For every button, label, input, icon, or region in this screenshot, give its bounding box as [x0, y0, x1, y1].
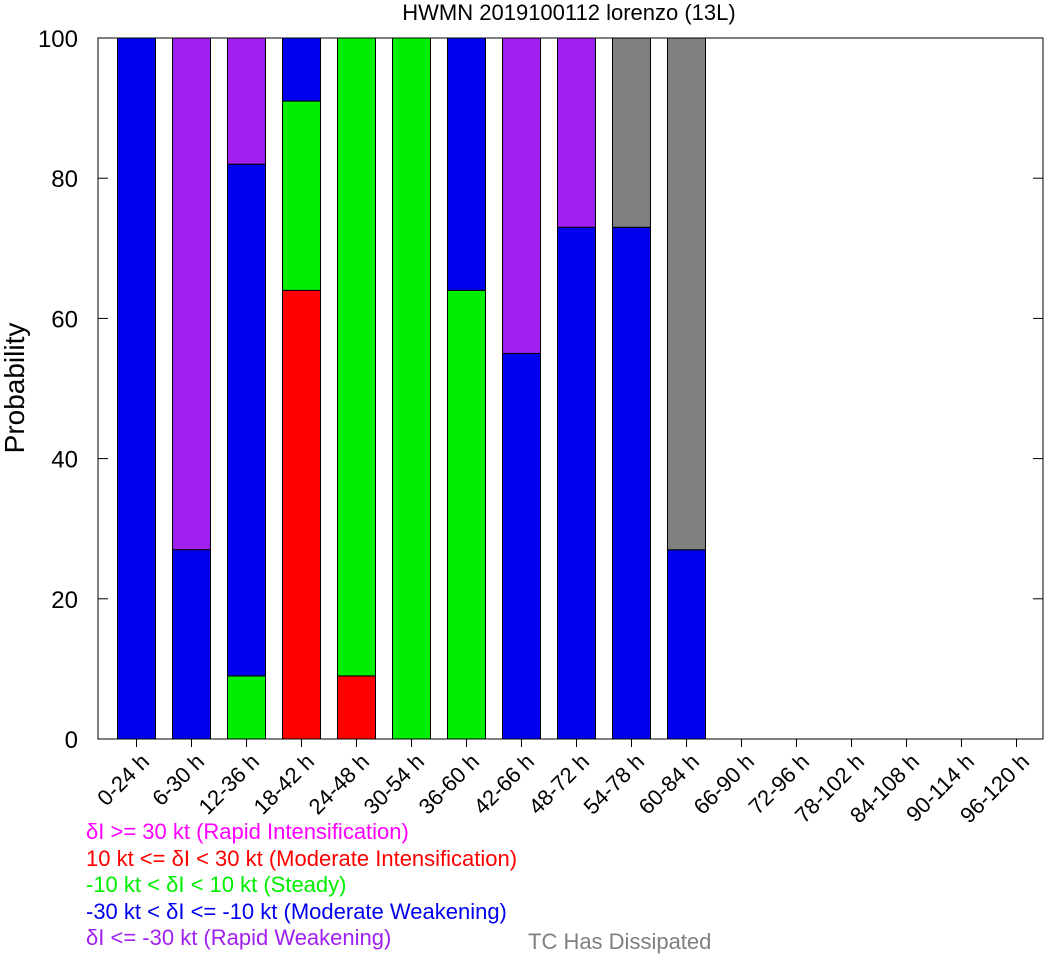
x-tick-label-5: 30-54 h	[359, 749, 429, 819]
y-tick-label-80: 80	[51, 166, 78, 193]
bar-segment-rw-8	[557, 37, 596, 228]
x-tick-label-9: 54-78 h	[579, 749, 649, 819]
bar-segment-rw-7	[502, 37, 541, 354]
bar-segment-mi-3	[282, 289, 321, 740]
x-tick-label-3: 18-42 h	[249, 749, 319, 819]
bar-segment-rw-2	[227, 37, 266, 165]
bar-segment-st-3	[282, 100, 321, 291]
legend-moderate-weakening: -30 kt < δI <= -10 kt (Moderate Weakenin…	[86, 898, 507, 924]
y-tick-label-40: 40	[51, 447, 78, 474]
bar-segment-st-5	[392, 37, 431, 740]
legend-steady: -10 kt < δI < 10 kt (Steady)	[86, 872, 347, 897]
x-tick-label-10: 60-84 h	[634, 749, 704, 819]
chart-title: HWMN 2019100112 lorenzo (13L)	[402, 0, 735, 25]
legend: δI >= 30 kt (Rapid Intensification) 10 k…	[86, 819, 517, 952]
x-tick-label-8: 48-72 h	[524, 749, 594, 819]
y-axis-label: Probability	[0, 323, 30, 454]
bar-segment-mw-8	[557, 226, 596, 740]
bar-segment-mi-4	[337, 675, 376, 740]
bar-segment-mw-9	[612, 226, 651, 740]
x-tick-label-4: 24-48 h	[304, 749, 374, 819]
x-tick-label-0: 0-24 h	[92, 749, 154, 811]
bar-segment-st-4	[337, 37, 376, 677]
bars-group	[117, 37, 706, 740]
x-tick-label-7: 42-66 h	[469, 749, 539, 819]
bar-segment-dis-9	[612, 37, 651, 228]
bar-segment-dis-10	[667, 37, 706, 551]
bar-segment-mw-1	[172, 549, 211, 740]
y-axis: 0 20 40 60 80 100	[38, 26, 1043, 754]
bar-segment-mw-7	[502, 352, 541, 740]
x-tick-label-2: 12-36 h	[194, 749, 264, 819]
bar-segment-st-6	[447, 289, 486, 740]
bar-segment-mw-3	[282, 37, 321, 102]
x-axis: 0-24 h6-30 h12-36 h18-42 h24-48 h30-54 h…	[92, 739, 1034, 828]
bar-segment-mw-6	[447, 37, 486, 291]
bar-segment-mw-2	[227, 163, 266, 677]
plot-frame	[97, 37, 1044, 740]
y-tick-label-20: 20	[51, 587, 78, 614]
bar-segment-st-2	[227, 675, 266, 740]
x-tick-label-11: 66-90 h	[689, 749, 759, 819]
bar-segment-mw-0	[117, 37, 156, 740]
y-tick-label-100: 100	[38, 26, 78, 53]
legend-moderate-intensification: 10 kt <= δI < 30 kt (Moderate Intensific…	[86, 845, 518, 871]
bar-segment-rw-1	[172, 37, 211, 551]
y-tick-label-60: 60	[51, 306, 78, 333]
bar-segment-mw-10	[667, 549, 706, 740]
legend-rapid-intensification: δI >= 30 kt (Rapid Intensification)	[86, 819, 409, 844]
x-tick-label-6: 36-60 h	[414, 749, 484, 819]
y-tick-label-0: 0	[65, 727, 78, 754]
legend-rapid-weakening: δI <= -30 kt (Rapid Weakening)	[86, 925, 392, 950]
legend-dissipated: TC Has Dissipated	[528, 929, 712, 954]
